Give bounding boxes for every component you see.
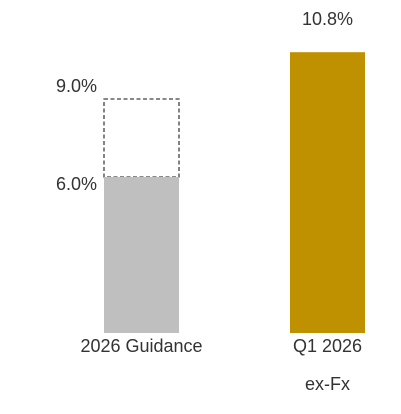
value-label: 6.0% [56,174,97,194]
x-tick-label: Q1 2026 ex-Fx [292,336,363,394]
range-outline [103,98,180,178]
bar [104,177,179,333]
range-label: 9.0% [56,76,97,96]
x-tick-label: 2026 Guidance [80,336,203,356]
value-label: 10.8% [302,9,353,29]
bar [290,52,365,333]
